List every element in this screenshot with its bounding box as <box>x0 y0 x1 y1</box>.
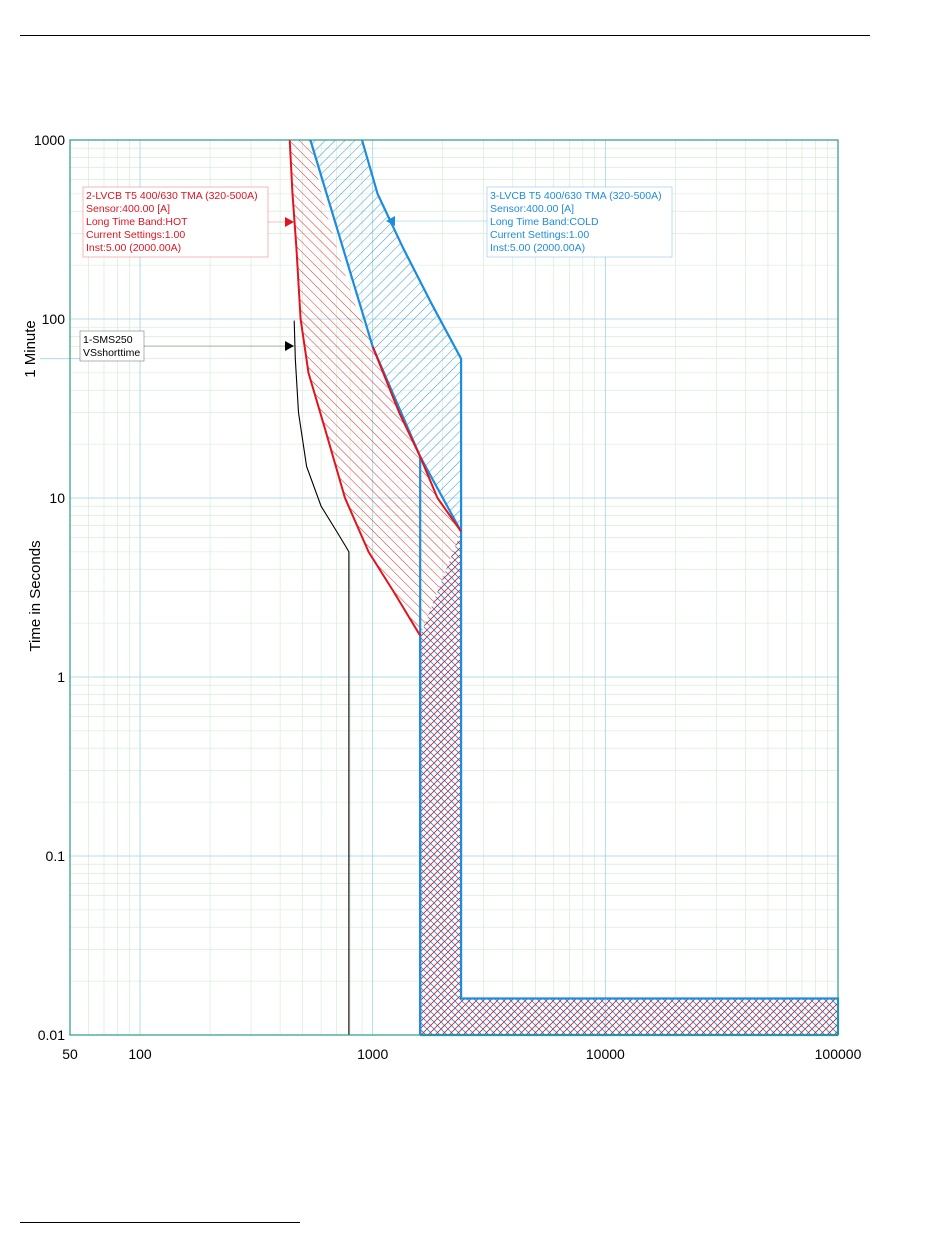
annotation-line: Current Settings:1.00 <box>86 229 185 241</box>
header-rule <box>20 35 870 36</box>
y-axis-title: Time in Seconds <box>27 540 44 651</box>
lvcb2-right-curve <box>371 346 462 533</box>
x-axis-ticks: 50 100 1000 10000 100000 <box>62 1046 861 1062</box>
annotation-line: Long Time Band:COLD <box>490 216 599 228</box>
footer-rule <box>20 1222 300 1223</box>
sms250-curve <box>293 320 350 1035</box>
y-tick-label: 10 <box>49 490 65 506</box>
annotation-line: Long Time Band:HOT <box>86 216 188 228</box>
one-minute-label: 1 Minute <box>22 320 39 378</box>
annotation-line: Inst:5.00 (2000.00A) <box>86 242 181 254</box>
annotation-box <box>486 186 673 258</box>
curve-lines <box>288 139 840 1037</box>
annotation-line: VSshorttime <box>83 347 140 359</box>
annotation-lvcb3: 3-LVCB T5 400/630 TMA (320-500A)Sensor:4… <box>386 186 673 258</box>
plot-frame <box>69 139 839 1036</box>
annotation-box <box>79 330 145 362</box>
lvcb2-left-curve <box>288 139 422 637</box>
x-tick-label: 10000 <box>586 1046 625 1062</box>
y-tick-label: 1 <box>57 669 65 685</box>
y-tick-label: 100 <box>42 311 66 327</box>
instantaneous-band-fill <box>420 531 838 1035</box>
annotation-line: 2-LVCB T5 400/630 TMA (320-500A) <box>86 190 258 202</box>
annotation-arrowhead <box>285 217 294 227</box>
annotation-box <box>82 186 269 258</box>
y-tick-label: 1000 <box>34 132 65 148</box>
annotation-line: Inst:5.00 (2000.00A) <box>490 242 585 254</box>
annotation-line: 3-LVCB T5 400/630 TMA (320-500A) <box>490 190 662 202</box>
x-tick-label: 50 <box>62 1046 78 1062</box>
annotation-line: 1-SMS250 <box>83 334 133 346</box>
annotation-arrowhead <box>386 216 395 226</box>
annotation-line: Sensor:400.00 [A] <box>490 203 574 215</box>
lvcb3-inner-curve <box>309 139 463 533</box>
y-tick-label: 0.01 <box>38 1027 65 1043</box>
annotation-arrowhead <box>285 341 294 351</box>
band-fills <box>289 140 838 1035</box>
y-axis-ticks: 0.01 0.1 1 10 100 1000 <box>34 132 65 1043</box>
annotation-line: Sensor:400.00 [A] <box>86 203 170 215</box>
annotation-line: Current Settings:1.00 <box>490 229 589 241</box>
x-tick-label: 100 <box>128 1046 152 1062</box>
x-tick-label: 100000 <box>815 1046 862 1062</box>
x-tick-label: 1000 <box>357 1046 388 1062</box>
lvcb3-outer-curve <box>360 139 840 1035</box>
red-band-fill <box>289 140 462 636</box>
annotation-lvcb2: 2-LVCB T5 400/630 TMA (320-500A)Sensor:4… <box>82 186 294 258</box>
blue-band-fill <box>310 140 462 532</box>
y-tick-label: 0.1 <box>46 848 66 864</box>
